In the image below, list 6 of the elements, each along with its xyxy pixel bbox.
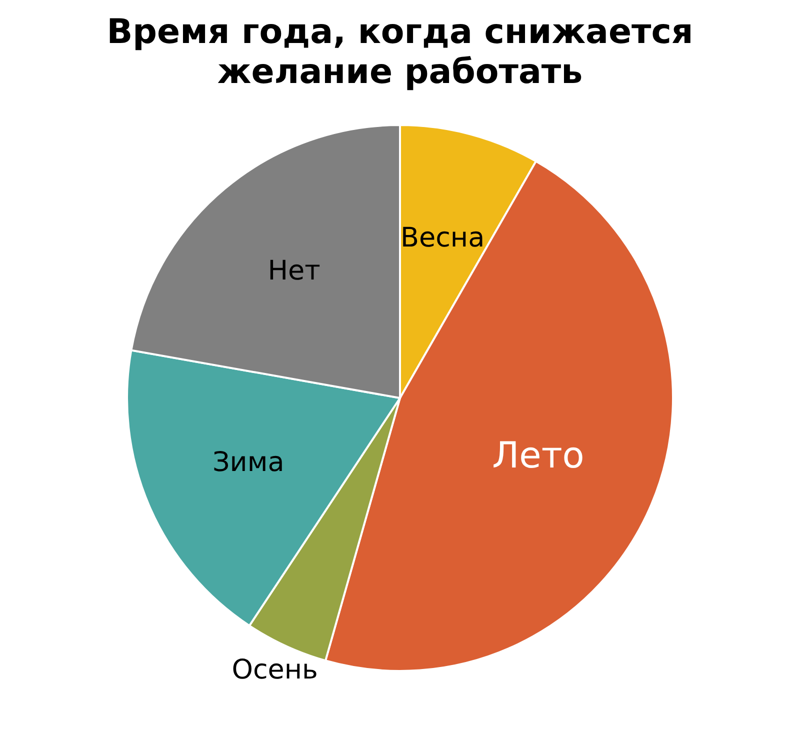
- slice-label: Осень: [232, 654, 318, 686]
- slice-label: Нет: [268, 256, 320, 287]
- slice-label: Весна: [400, 222, 485, 254]
- slice-label: Лето: [492, 435, 584, 476]
- chart-title: Время года, когда снижается желание работать: [106, 12, 694, 92]
- slice-label: Зима: [212, 447, 284, 478]
